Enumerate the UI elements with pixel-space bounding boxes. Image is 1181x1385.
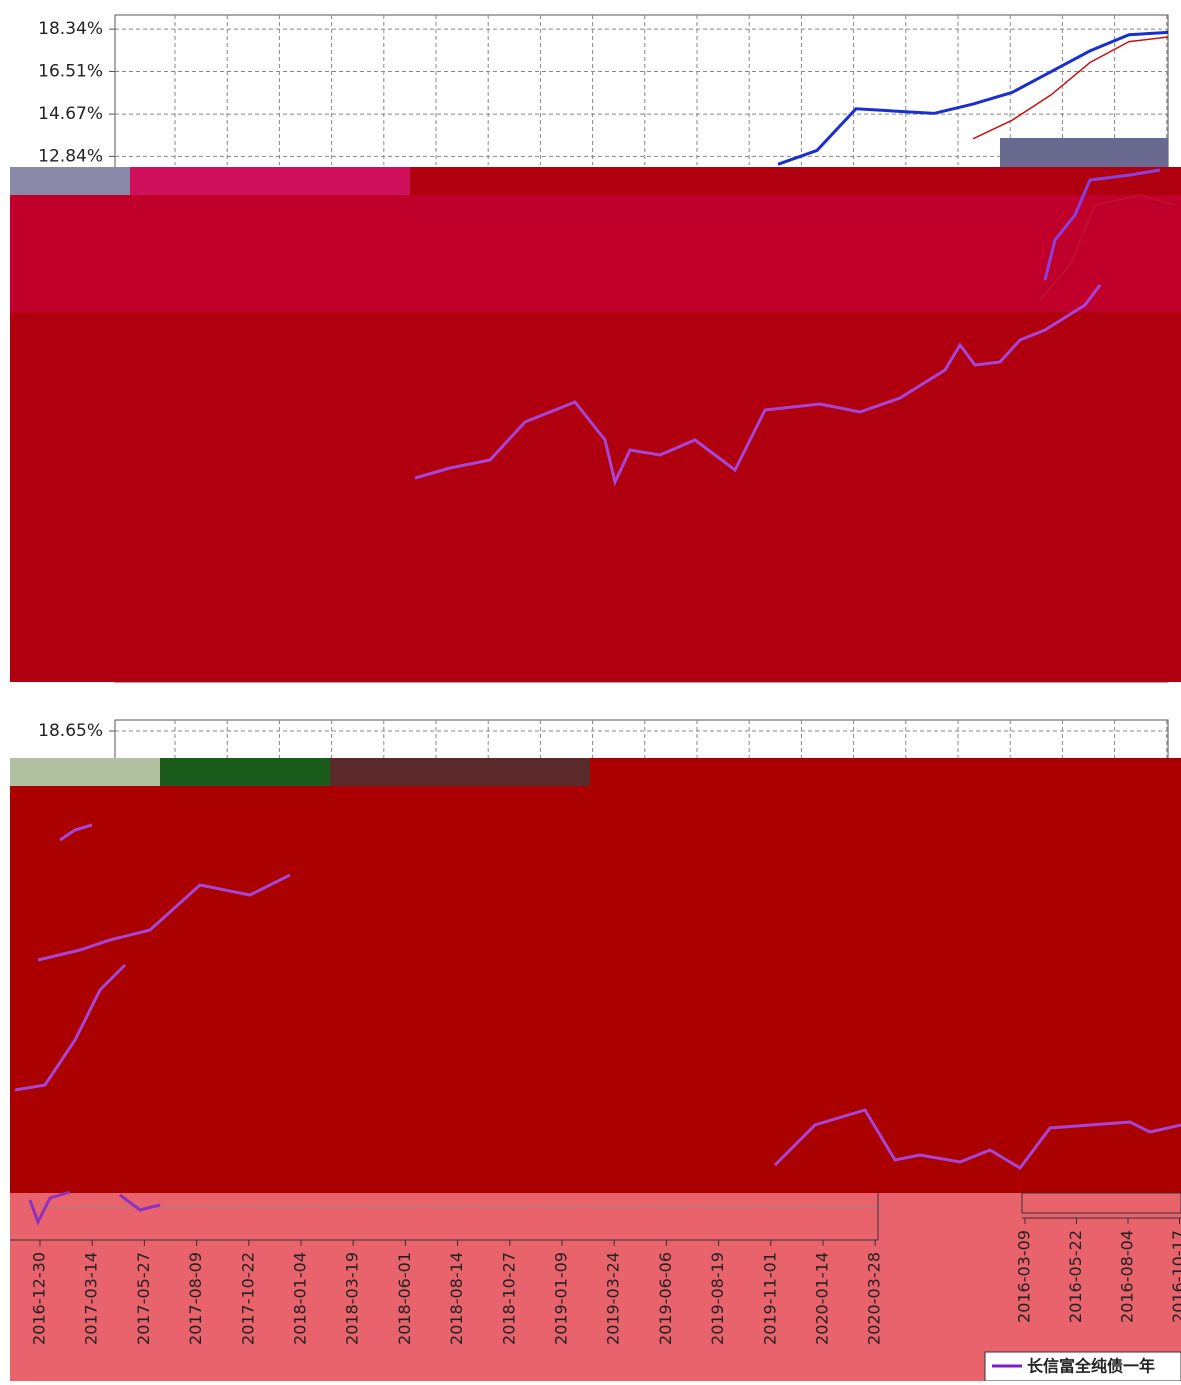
series-line <box>972 36 1169 140</box>
glitch-line <box>414 284 1102 487</box>
glitch-line <box>28 1190 71 1226</box>
x-tick-label: 2016-08-04 <box>1118 1230 1137 1323</box>
glitch-band <box>160 758 330 786</box>
x-tick-label: 2020-01-14 <box>813 1252 832 1345</box>
x-tick-label: 2017-10-22 <box>238 1252 257 1345</box>
legend-label: 长信富全纯债一年 <box>1027 1357 1155 1376</box>
glitch-line <box>1039 193 1176 301</box>
x-tick-label: 2018-08-14 <box>447 1252 466 1345</box>
y-tick-label: 14.67% <box>38 104 103 124</box>
x-tick-label: 2019-01-09 <box>552 1252 571 1345</box>
glitch-band <box>10 167 130 195</box>
x-tick-label: 2017-05-27 <box>134 1252 153 1345</box>
x-tick-label: 2017-08-09 <box>186 1252 205 1345</box>
x-tick-label: 2016-05-22 <box>1066 1230 1085 1323</box>
frame-line <box>1021 1192 1181 1214</box>
x-tick-label: 2019-11-01 <box>760 1252 779 1345</box>
glitch-line <box>1043 168 1161 281</box>
y-tick-label: 12.84% <box>38 146 103 166</box>
glitch-line <box>119 1193 161 1212</box>
y-tick-label: 16.51% <box>38 61 103 81</box>
y-tick-label: 18.34% <box>38 19 103 39</box>
x-tick-label: 2019-03-24 <box>604 1252 623 1345</box>
series-line <box>777 30 1169 166</box>
glitch-band <box>10 758 160 786</box>
glitch-block <box>10 1193 1181 1381</box>
x-tick-label: 2018-03-19 <box>343 1252 362 1345</box>
glitch-line <box>59 823 93 842</box>
x-tick-label: 2020-03-28 <box>865 1252 884 1345</box>
x-tick-label: 2019-06-06 <box>656 1252 675 1345</box>
glitch-line <box>14 963 127 1092</box>
x-tick-label: 2019-08-19 <box>708 1252 727 1345</box>
x-tick-label: 2018-06-01 <box>395 1252 414 1345</box>
x-tick-label: 2016-12-30 <box>30 1252 49 1345</box>
glitch-band <box>10 195 1181 312</box>
x-tick-label: 2016-03-09 <box>1015 1230 1034 1323</box>
glitch-block <box>10 758 1181 1193</box>
glitch-line <box>37 873 291 962</box>
glitch-line <box>773 1108 1181 1170</box>
x-tick-label: 2017-03-14 <box>82 1252 101 1345</box>
x-tick-label: 2018-01-04 <box>291 1252 310 1345</box>
x-tick-label: 2018-10-27 <box>499 1252 518 1345</box>
y-tick-label: 18.65% <box>38 721 103 741</box>
x-tick-label: 2016-10-17 <box>1169 1230 1181 1323</box>
glitch-band <box>1000 138 1168 167</box>
